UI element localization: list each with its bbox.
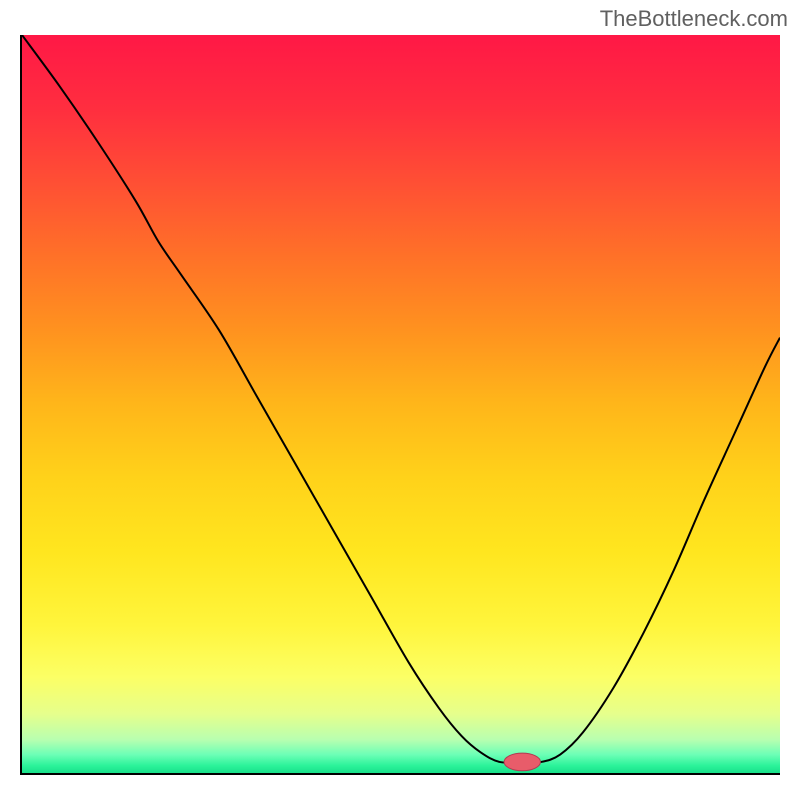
optimal-point-marker bbox=[504, 753, 540, 771]
chart-plot-area bbox=[20, 35, 780, 775]
chart-background-gradient bbox=[22, 35, 780, 773]
chart-svg bbox=[22, 35, 780, 773]
attribution-watermark: TheBottleneck.com bbox=[600, 6, 788, 32]
